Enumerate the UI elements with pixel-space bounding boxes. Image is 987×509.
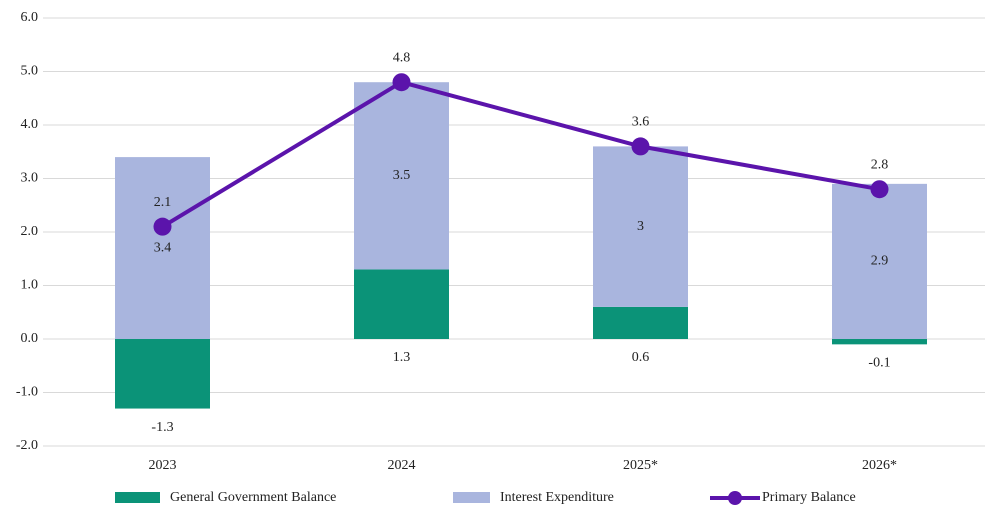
line-point [153,217,172,236]
y-tick-label: 1.0 [21,278,39,293]
data-label: 3.4 [154,240,172,255]
y-tick-label: -1.0 [16,385,38,400]
legend-label: General Government Balance [170,490,336,505]
x-tick-label: 2025* [623,458,658,473]
y-tick-label: 5.0 [21,64,39,79]
data-label: 2.9 [871,254,889,269]
data-label: 3 [637,219,644,234]
legend-label: Interest Expenditure [500,490,614,505]
data-label: 3.6 [632,115,650,130]
data-label: 2.1 [154,195,172,210]
data-label: 4.8 [393,50,411,65]
y-tick-label: 2.0 [21,224,39,239]
x-tick-label: 2024 [388,458,416,473]
legend-swatch [115,492,160,503]
y-tick-label: 4.0 [21,117,39,132]
line-point [631,137,650,156]
y-tick-label: -2.0 [16,438,38,453]
legend-swatch [728,491,742,505]
bar-segment [354,269,449,339]
y-tick-label: 0.0 [21,331,39,346]
bar-segment [593,306,688,339]
line [161,80,880,229]
data-label: 2.8 [871,157,889,172]
y-tick-label: 3.0 [21,171,39,186]
bar-segment [115,339,210,409]
legend-swatch [453,492,490,503]
data-label: 0.6 [632,350,650,365]
data-label: -0.1 [868,356,890,371]
data-label: 1.3 [393,350,411,365]
bar-segment [832,183,927,339]
bar-segment [593,146,688,307]
data-label: 3.5 [393,168,411,183]
x-tick-label: 2023 [149,458,177,473]
line-point [392,73,411,92]
y-tick-label: 6.0 [21,10,39,25]
bar-segment [354,82,449,270]
legend-label: Primary Balance [762,490,856,505]
bar-segment [115,157,210,339]
line-point [870,180,889,199]
data-label: -1.3 [151,420,173,435]
bar-segment [832,339,927,345]
x-tick-label: 2026* [862,458,897,473]
